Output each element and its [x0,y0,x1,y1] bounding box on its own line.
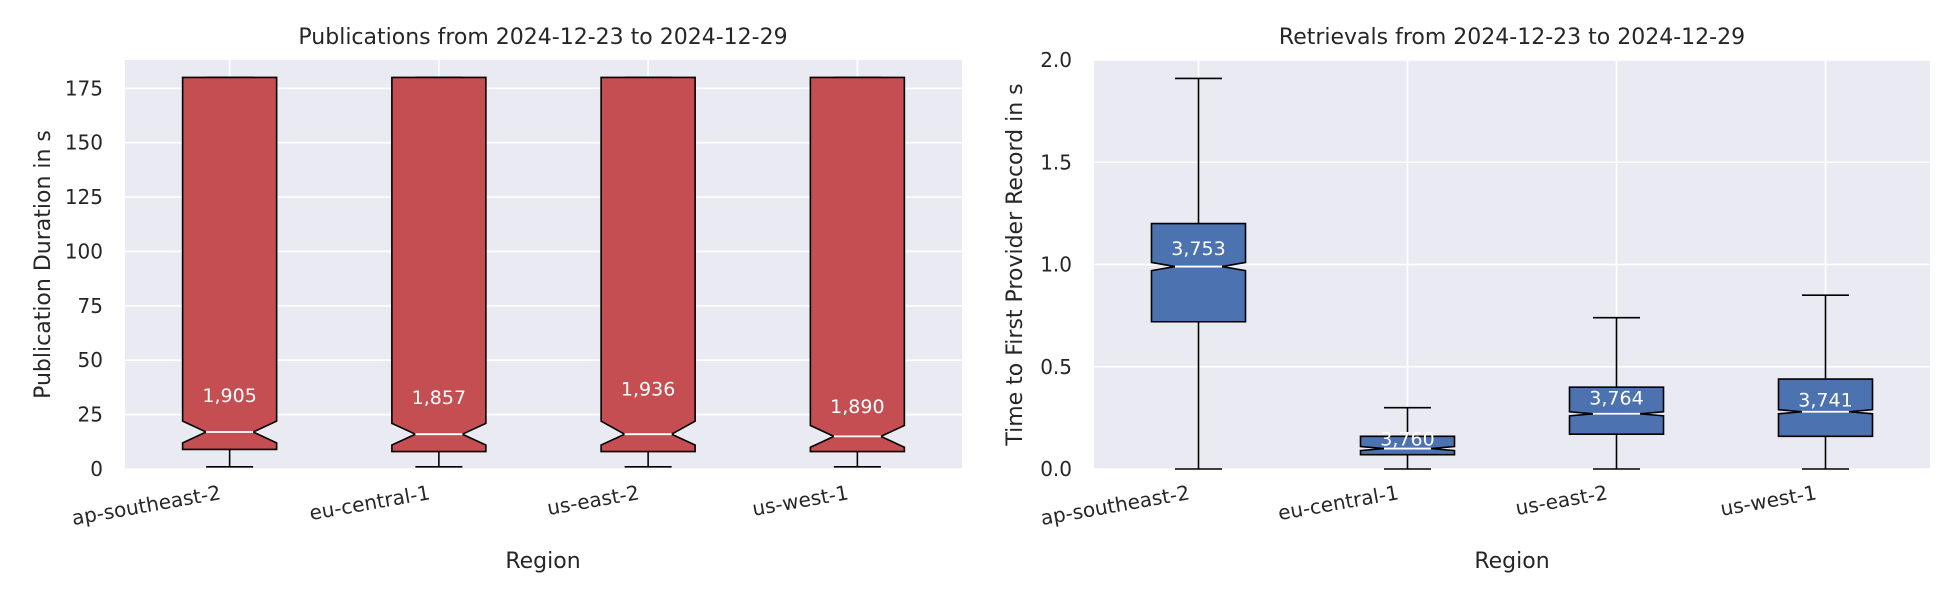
box-body [1150,222,1247,323]
count-label: 1,936 [621,379,675,401]
retrievals-chart: Retrievals from 2024-12-23 to 2024-12-29… [1003,25,1930,574]
box-body [391,76,487,453]
count-label: 3,753 [1171,238,1225,260]
x-tick-label: eu-central-1 [1276,480,1400,525]
box-body [600,76,696,453]
y-tick-label: 175 [65,76,103,100]
x-tick-label: eu-central-1 [307,480,431,525]
box-us-west-1: 1,890 [809,76,906,468]
count-label: 3,760 [1380,428,1434,450]
y-tick-label: 0 [90,457,103,481]
box-ap-southeast-2: 3,753 [1150,77,1247,470]
count-label: 1,905 [202,385,256,407]
x-tick-label: us-east-2 [1514,480,1610,520]
x-axis-label: Region [1474,549,1549,574]
y-tick-label: 2.0 [1040,48,1072,72]
box-eu-central-1: 1,857 [391,76,487,468]
y-tick-label: 25 [78,403,103,427]
box-body [181,76,278,451]
x-tick-label: us-west-1 [1718,480,1818,521]
y-axis-label: Time to First Provider Record in s [1003,83,1028,446]
y-tick-label: 50 [78,348,103,372]
box-us-west-1: 3,741 [1777,294,1874,470]
box-body [1777,378,1874,438]
x-tick-label: ap-southeast-2 [70,480,223,530]
y-tick-label: 0.0 [1040,457,1072,481]
y-tick-label: 100 [65,239,103,263]
x-tick-label: ap-southeast-2 [1039,480,1192,530]
x-axis-label: Region [505,549,580,574]
count-label: 1,857 [412,387,466,409]
y-tick-label: 125 [65,185,103,209]
count-label: 3,764 [1589,387,1643,409]
x-tick-label: us-east-2 [545,480,641,520]
box-us-east-2: 1,936 [600,76,696,468]
y-tick-label: 0.5 [1040,355,1072,379]
chart-title: Publications from 2024-12-23 to 2024-12-… [298,25,787,50]
y-tick-label: 1.0 [1040,253,1072,277]
box-ap-southeast-2: 1,905 [181,76,278,468]
y-tick-label: 150 [65,131,103,155]
publications-chart: Publications from 2024-12-23 to 2024-12-… [31,25,962,574]
chart-title: Retrievals from 2024-12-23 to 2024-12-29 [1279,25,1745,50]
y-tick-label: 75 [78,294,103,318]
x-tick-label: us-west-1 [750,480,850,521]
box-body [1568,386,1665,436]
box-body [809,76,906,453]
count-label: 1,890 [830,396,884,418]
y-tick-label: 1.5 [1040,150,1072,174]
box-us-east-2: 3,764 [1568,316,1665,470]
count-label: 3,741 [1798,389,1852,411]
box-eu-central-1: 3,760 [1359,406,1456,470]
y-axis-label: Publication Duration in s [31,130,56,399]
box-body [1359,435,1456,456]
